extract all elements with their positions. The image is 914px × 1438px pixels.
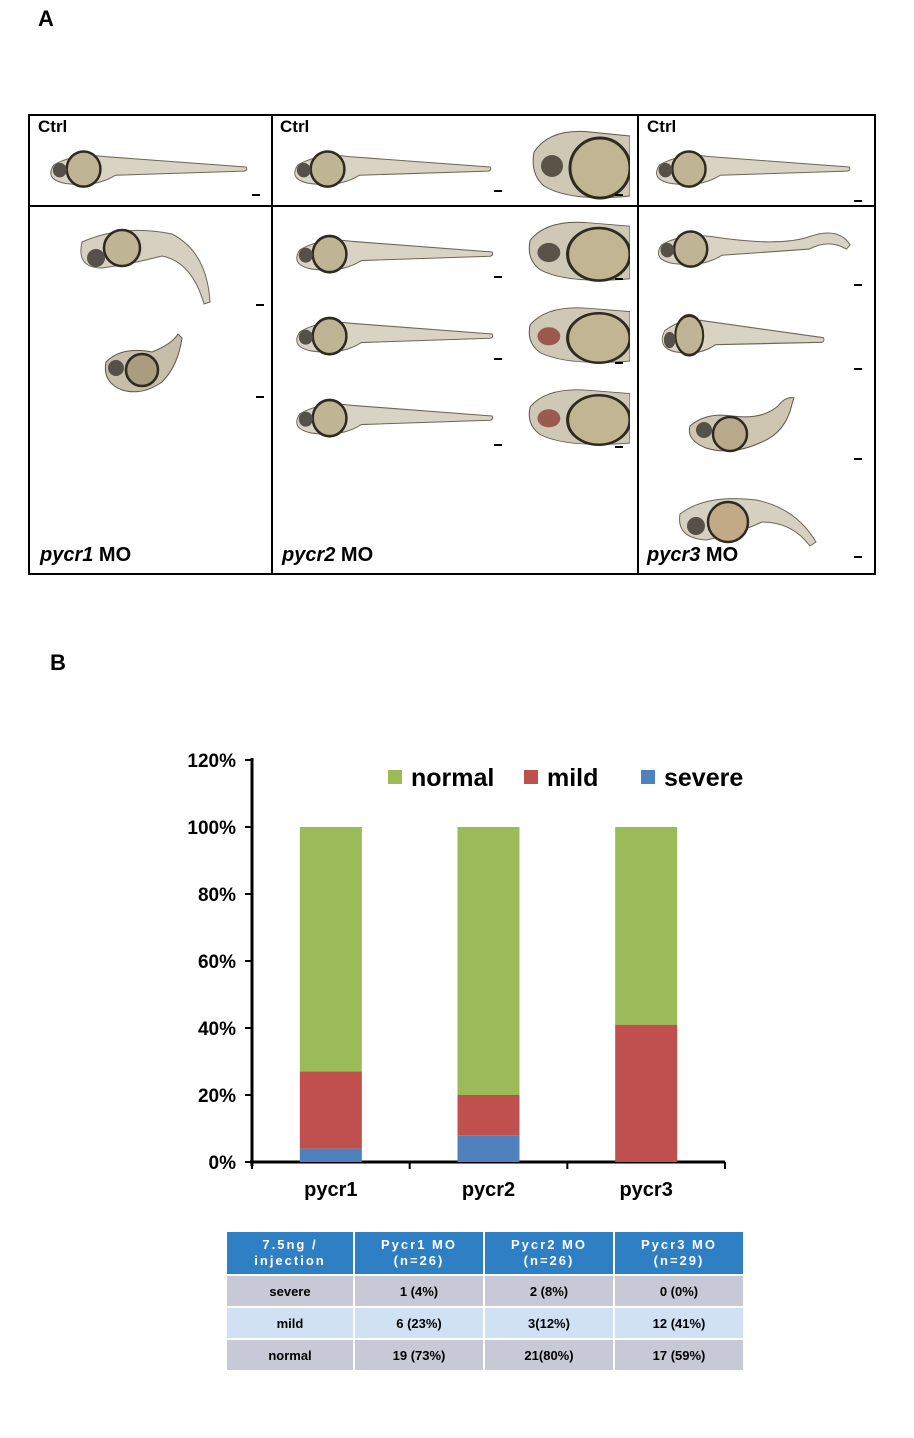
scale-bar [494, 358, 502, 360]
mo-label-pycr3: pycr3 MO [647, 544, 738, 567]
x-tick-label: pycr1 [304, 1179, 357, 1201]
x-tick-label: pycr3 [619, 1179, 672, 1201]
embryo-image-pycr2-head-row1 [526, 214, 630, 284]
legend-swatch-mild [524, 770, 538, 784]
embryo-image-ctrl-pycr3 [642, 136, 857, 198]
table-row: normal 19 (73%) 21(80%) 17 (59%) [227, 1340, 743, 1370]
table-cell: 21(80%) [485, 1340, 613, 1370]
column-divider-1 [271, 116, 273, 573]
scale-bar [615, 278, 623, 280]
scale-bar [615, 446, 623, 448]
bar-severe-pycr2 [457, 1135, 520, 1162]
scale-bar [494, 444, 502, 446]
mo-gene-pycr3: pycr3 [647, 544, 701, 566]
row-label: normal [227, 1340, 353, 1370]
y-tick-label: 80% [198, 885, 236, 906]
mo-label-pycr1: pycr1 MO [40, 544, 131, 567]
scale-bar [494, 190, 502, 192]
table-header-cell: Pycr2 MO (n=26) [485, 1232, 613, 1274]
bar-mild-pycr1 [299, 1071, 362, 1149]
table-header-row: 7.5ng / injection Pycr1 MO (n=26) Pycr2 MO… [227, 1232, 743, 1274]
mo-label-pycr2: pycr2 MO [282, 544, 373, 567]
panel-a-letter: A [38, 6, 54, 31]
embryo-image-pycr2-row1 [282, 220, 500, 284]
table-row: mild 6 (23%) 3(12%) 12 (41%) [227, 1308, 743, 1338]
scale-bar [252, 194, 260, 196]
embryo-image-pycr1-mild [52, 212, 232, 312]
mo-suffix-pycr1: MO [93, 544, 132, 566]
scale-bar [854, 368, 862, 370]
embryo-image-pycr2-row2 [282, 302, 500, 366]
table-header-cell: Pycr1 MO (n=26) [355, 1232, 483, 1274]
ctrl-label-3: Ctrl [647, 117, 677, 136]
scale-bar [494, 276, 502, 278]
mo-gene-pycr1: pycr1 [40, 544, 94, 566]
scale-bar [854, 458, 862, 460]
table-cell: 17 (59%) [615, 1340, 743, 1370]
embryo-image-pycr3-row2 [650, 298, 830, 368]
scale-bar [854, 556, 862, 558]
scale-bar [854, 284, 862, 286]
scale-bar [615, 362, 623, 364]
bar-severe-pycr1 [299, 1148, 362, 1162]
embryo-image-pycr2-head-row3 [526, 382, 630, 448]
embryo-image-pycr3-row1 [644, 216, 858, 278]
bar-normal-pycr1 [299, 827, 362, 1072]
bar-mild-pycr2 [457, 1095, 520, 1136]
scale-bar [854, 200, 862, 202]
table-row: severe 1 (4%) 2 (8%) 0 (0%) [227, 1276, 743, 1306]
legend-swatch-normal [388, 770, 402, 784]
table-cell: 6 (23%) [355, 1308, 483, 1338]
mo-gene-pycr2: pycr2 [282, 544, 336, 566]
y-tick-label: 0% [209, 1153, 237, 1174]
bar-normal-pycr2 [457, 827, 520, 1095]
control-row-divider [30, 205, 874, 207]
table-header-cell: Pycr3 MO (n=29) [615, 1232, 743, 1274]
table-header-cell: 7.5ng / injection [227, 1232, 353, 1274]
y-tick-label: 40% [198, 1019, 236, 1040]
stacked-bar-chart: 0% 20% 40% 60% 80% 100% 120% pycr1 pycr2 pycr3 nor… [170, 740, 770, 1210]
y-tick-label: 120% [187, 751, 236, 772]
legend-swatch-severe [641, 770, 655, 784]
y-tick-label: 100% [187, 818, 236, 839]
row-label: severe [227, 1276, 353, 1306]
scale-bar [256, 304, 264, 306]
scale-bar [615, 194, 623, 196]
embryo-image-pycr3-row4 [666, 482, 826, 562]
legend-label-mild: mild [547, 764, 598, 792]
embryo-image-ctrl-pycr2-head [530, 122, 630, 202]
bar-normal-pycr3 [615, 827, 678, 1025]
phenotype-table: 7.5ng / injection Pycr1 MO (n=26) Pycr2 MO… [225, 1230, 745, 1372]
x-tick-label: pycr2 [462, 1179, 515, 1201]
panel-b-letter: B [50, 650, 66, 675]
table-cell: 2 (8%) [485, 1276, 613, 1306]
row-label: mild [227, 1308, 353, 1338]
legend-label-severe: severe [664, 764, 743, 792]
ctrl-label-1: Ctrl [38, 117, 68, 136]
ctrl-label-2: Ctrl [280, 117, 310, 136]
table-cell: 1 (4%) [355, 1276, 483, 1306]
column-divider-2 [637, 116, 639, 573]
embryo-image-ctrl-pycr1 [36, 136, 254, 198]
embryo-image-pycr3-row3 [682, 392, 802, 462]
embryo-image-pycr2-row3 [282, 384, 500, 448]
embryo-image-pycr1-severe [92, 326, 192, 402]
legend-label-normal: normal [411, 764, 494, 792]
mo-suffix-pycr3: MO [700, 544, 739, 566]
bar-mild-pycr3 [615, 1024, 678, 1162]
table-cell: 19 (73%) [355, 1340, 483, 1370]
embryo-image-grid: Ctrl Ctrl Ctrl pycr1 MO pycr2 MO pycr3 M… [28, 114, 876, 575]
y-tick-label: 20% [198, 1086, 236, 1107]
mo-suffix-pycr2: MO [335, 544, 374, 566]
table-cell: 12 (41%) [615, 1308, 743, 1338]
table-cell: 0 (0%) [615, 1276, 743, 1306]
scale-bar [256, 396, 264, 398]
table-cell: 3(12%) [485, 1308, 613, 1338]
embryo-image-ctrl-pycr2-whole [280, 136, 498, 198]
y-tick-label: 60% [198, 952, 236, 973]
embryo-image-pycr2-head-row2 [526, 300, 630, 366]
